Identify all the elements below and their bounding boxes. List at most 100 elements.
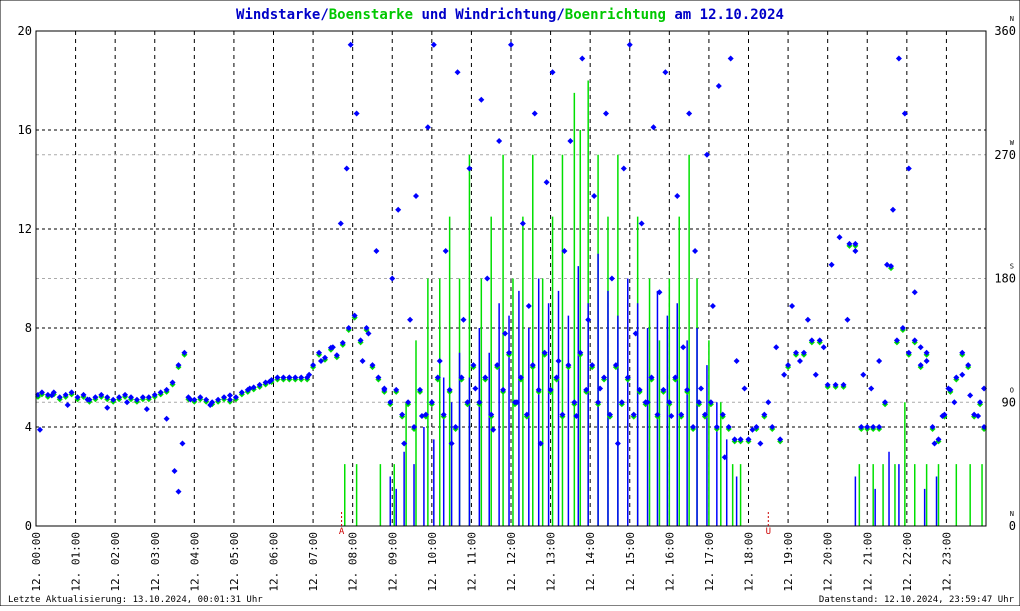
wind-direction-point (478, 96, 485, 103)
wind-direction-point (597, 385, 604, 392)
wind-speed-point (116, 394, 123, 401)
x-tick-label: 12. 13:00 (545, 532, 558, 592)
x-tick-label: 12. 17:00 (703, 532, 716, 592)
wind-direction-point (951, 399, 958, 406)
wind-speed-point (197, 394, 204, 401)
wind-speed-point (725, 424, 732, 430)
wind-direction-point (430, 41, 437, 48)
compass-label: O (1010, 386, 1014, 394)
wind-speed-point (482, 374, 489, 381)
wind-speed-point (547, 386, 554, 393)
wind-direction-point (496, 138, 503, 144)
wind-direction-point (674, 193, 681, 199)
y-tick-label-right: 360 (994, 24, 1016, 38)
wind-speed-point (612, 362, 619, 369)
wind-direction-point (884, 261, 891, 268)
wind-speed-point (345, 325, 352, 331)
wind-direction-point (603, 110, 609, 117)
wind-speed-point (500, 386, 507, 393)
wind-speed-point (280, 374, 287, 381)
x-tick-label: 12. 03:00 (149, 532, 162, 592)
wind-direction-point (246, 385, 253, 392)
y-tick-label-left: 8 (25, 321, 32, 335)
wind-direction-point (591, 193, 598, 199)
wind-speed-point (464, 399, 471, 406)
wind-speed-point (476, 399, 483, 406)
wind-direction-point (686, 110, 693, 117)
wind-speed-point (672, 374, 679, 381)
wind-speed-point (321, 354, 328, 361)
wind-speed-point (719, 411, 726, 418)
wind-speed-point (893, 337, 900, 344)
wind-direction-point (692, 248, 699, 254)
title-part-6: Boenrichtung (565, 7, 666, 23)
wind-direction-point (502, 330, 509, 337)
wind-speed-point (761, 411, 768, 418)
wind-speed-point (238, 389, 245, 396)
title-part-3: und (413, 7, 455, 23)
wind-speed-point (846, 240, 853, 247)
wind-direction-point (460, 316, 467, 323)
wind-direction-point (143, 406, 150, 413)
wind-speed-point (696, 399, 703, 406)
wind-speed-point (363, 325, 370, 331)
wind-speed-point (911, 337, 918, 344)
wind-speed-point (226, 396, 233, 403)
wind-speed-point (488, 411, 495, 418)
wind-direction-point (773, 344, 780, 351)
y-tick-label-left: 0 (25, 519, 32, 533)
wind-speed-point (221, 394, 228, 401)
wind-direction-point (789, 303, 796, 309)
wind-speed-point (232, 394, 239, 401)
wind-speed-point (882, 399, 889, 406)
wind-speed-point (428, 399, 435, 406)
wind-speed-point (98, 391, 105, 398)
wind-direction-point (876, 358, 883, 364)
wind-direction-point (579, 55, 586, 62)
wind-direction-point (537, 440, 544, 447)
wind-speed-point (565, 362, 572, 369)
wind-direction-point (187, 396, 194, 403)
wind-speed-point (458, 374, 465, 381)
wind-direction-point (905, 165, 912, 172)
wind-speed-point (917, 362, 924, 369)
wind-direction-point (318, 358, 324, 364)
wind-speed-point (977, 399, 984, 406)
wind-speed-point (68, 389, 75, 396)
wind-direction-point (573, 413, 580, 419)
wind-direction-point (626, 41, 633, 48)
wind-speed-point (104, 394, 111, 401)
wind-direction-point (555, 358, 562, 364)
wind-direction-point (632, 330, 639, 337)
title-part-5: / (556, 7, 564, 23)
wind-speed-point (38, 389, 45, 396)
wind-speed-point (707, 399, 714, 406)
wind-speed-point (56, 394, 63, 401)
wind-speed-point (666, 399, 673, 406)
wind-speed-point (133, 396, 140, 403)
wind-speed-point (274, 374, 281, 381)
wind-speed-point (777, 436, 784, 443)
wind-direction-point (306, 371, 313, 378)
footer-left: Letzte Aktualisierung: 13.10.2024, 00:01… (8, 595, 263, 605)
wind-direction-point (401, 440, 408, 447)
wind-direction-point (436, 358, 443, 364)
wind-direction-point (413, 193, 419, 199)
wind-speed-point (529, 362, 536, 369)
wind-direction-point (124, 399, 131, 406)
wind-speed-point (122, 391, 129, 398)
wind-direction-point (638, 220, 645, 227)
wind-direction-point (531, 110, 538, 117)
wind-speed-point (793, 349, 799, 356)
x-tick-label: 12. 05:00 (228, 532, 241, 592)
wind-speed-point (923, 349, 930, 356)
wind-speed-point (858, 424, 865, 430)
title-part-1: / (320, 7, 328, 23)
plot-area-border (35, 30, 987, 527)
wind-speed-point (74, 394, 81, 401)
wind-direction-point (608, 275, 615, 282)
wind-speed-point (215, 396, 222, 403)
wind-speed-point (351, 312, 358, 319)
wind-speed-point (624, 374, 631, 381)
